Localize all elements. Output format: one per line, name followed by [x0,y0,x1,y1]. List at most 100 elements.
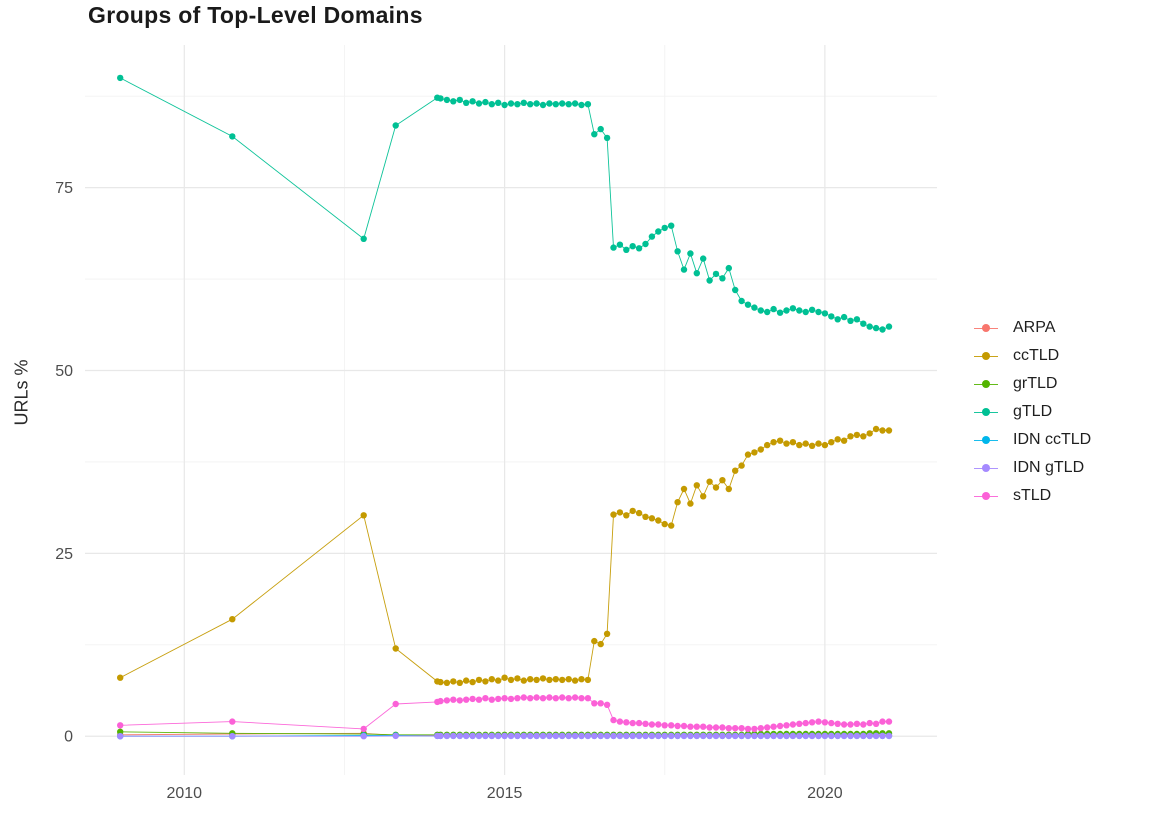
data-point [117,674,124,681]
data-point [616,241,624,248]
data-point [635,719,643,727]
data-point [578,732,585,740]
legend-label-gtld: gTLD [1013,403,1053,420]
data-point [514,101,521,108]
data-point [533,694,540,701]
data-point [469,678,476,686]
data-point [757,446,764,453]
data-point [443,732,451,740]
data-point [603,701,611,708]
data-point [751,304,758,311]
data-point [770,439,777,446]
data-point [738,297,745,305]
data-point [603,732,611,740]
data-point [597,732,604,740]
data-point [501,695,508,702]
data-point [571,677,579,684]
data-point [648,732,656,740]
legend-item-arpa: ARPA [973,314,1091,342]
data-point [527,732,534,740]
data-point [712,484,720,491]
data-point [463,677,470,684]
legend: ARPA ccTLD grTLD gTLD IDN ccTLD IDN gTLD… [973,314,1091,510]
legend-label-stld: sTLD [1013,487,1052,504]
data-point [872,720,880,727]
data-point [533,100,540,107]
data-point [796,307,803,314]
data-point [668,722,675,729]
data-point [693,732,700,740]
data-point [591,637,598,645]
data-point [802,440,809,447]
data-point [584,732,592,740]
data-point [469,732,476,740]
data-point [872,732,880,740]
data-point [559,676,566,684]
data-point [757,307,764,314]
data-point [565,695,572,702]
data-point [629,243,636,250]
data-point [847,433,854,440]
data-point [872,324,880,332]
data-point [680,722,688,730]
data-point [719,724,726,731]
data-point [757,732,764,740]
x-tick-label: 2010 [166,785,202,802]
data-point [591,700,598,707]
data-point [520,677,527,684]
data-point [655,228,662,235]
data-point [463,99,470,107]
legend-label-grtld: grTLD [1013,375,1058,392]
data-point [456,679,463,686]
data-point [443,679,451,686]
data-point [578,695,585,702]
data-point [456,732,463,740]
data-point [770,723,777,730]
data-point [732,286,739,294]
legend-point-icon [982,352,990,360]
data-point [885,323,893,330]
data-point [789,439,797,446]
data-point [456,697,463,704]
data-point [847,721,854,728]
data-point [693,270,700,277]
legend-label-idn-cctld: IDN ccTLD [1013,431,1092,448]
data-point [828,732,835,740]
data-point [661,722,668,729]
data-point [744,732,752,740]
data-point [360,733,367,740]
data-point [732,725,739,732]
data-point [578,676,585,683]
data-point [738,732,745,740]
data-point [565,676,572,683]
data-point [693,723,700,730]
data-point [885,718,893,725]
data-point [853,431,861,439]
legend-point-icon [982,408,990,416]
data-point [732,467,739,474]
legend-swatch-idn-gtld [973,460,999,476]
data-point [757,725,764,732]
data-point [533,676,540,684]
data-point [546,676,553,684]
data-point [456,96,463,104]
data-point [475,676,483,684]
data-point [680,485,688,493]
data-point [687,732,694,740]
data-point [584,695,592,702]
data-point [687,500,694,507]
data-point [789,721,797,728]
data-point [789,305,797,312]
data-point [661,520,668,528]
data-point [482,732,489,740]
data-point [527,101,534,108]
series-stld [117,694,893,733]
data-point [597,640,604,648]
legend-point-icon [982,324,990,332]
legend-point-icon [982,380,990,388]
data-point [392,732,399,740]
data-point [885,732,893,740]
data-point [501,101,508,109]
data-point [514,732,521,740]
